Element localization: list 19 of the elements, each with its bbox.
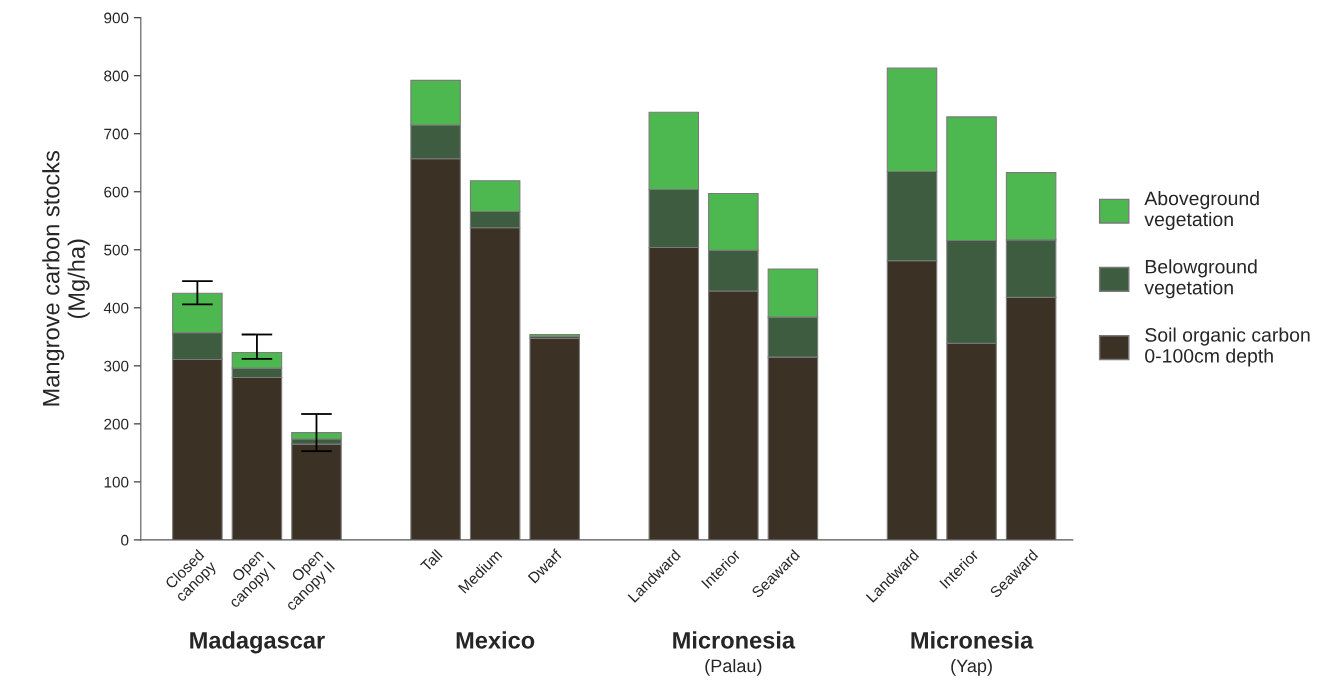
y-axis-title: Mangrove carbon stocks (Mg/ha)	[42, 151, 90, 406]
legend-label: Soil organic carbon 0-100cm depth	[1145, 327, 1310, 367]
text: Madagascar	[190, 631, 325, 654]
y-tick-label: 500	[104, 244, 129, 256]
legend-label: Aboveground vegetation	[1144, 191, 1259, 231]
text: Mexico	[456, 631, 535, 649]
text: Micronesia (Yap)	[911, 631, 1034, 676]
y-tick-label: 200	[104, 418, 129, 430]
y-tick-label: 700	[104, 128, 129, 140]
y-tick-label: 800	[104, 70, 129, 82]
legend-label: Belowground vegetation	[1144, 259, 1257, 299]
y-tick-label: 600	[104, 186, 129, 198]
y-tick-label: 400	[103, 302, 129, 314]
y-tick-label: 100	[104, 476, 129, 488]
text: Micronesia (Palau)	[673, 631, 796, 676]
y-tick-label: 0	[121, 534, 129, 546]
x-tick-label: Tall	[419, 548, 443, 573]
y-tick-label: 900	[104, 12, 129, 24]
y-tick-label: 300	[104, 360, 129, 372]
